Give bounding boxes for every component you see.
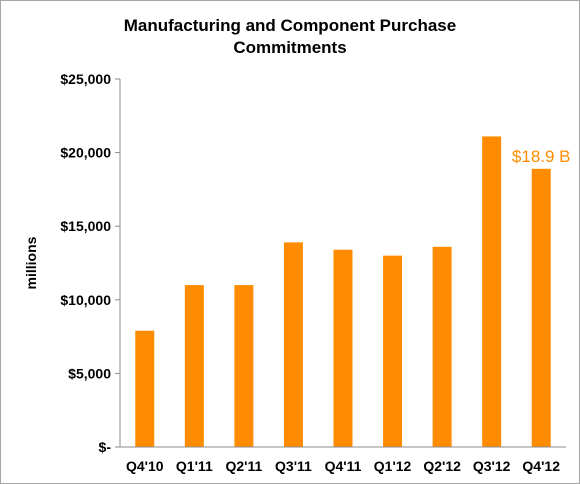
bar [482, 136, 502, 447]
x-tick-label: Q1'11 [176, 458, 213, 474]
x-tick-label: Q1'12 [374, 458, 412, 474]
x-tick-label: Q2'12 [423, 458, 461, 474]
bars [135, 136, 551, 448]
y-axis-label: millions [23, 236, 39, 289]
x-tick-label: Q4'11 [325, 458, 362, 474]
bar [234, 285, 254, 447]
x-tick-label: Q2'11 [225, 458, 262, 474]
bar [135, 330, 155, 447]
bar [333, 249, 353, 447]
y-tick-label: $5,000 [68, 365, 111, 381]
y-tick-label: $10,000 [60, 292, 111, 308]
chart-title-line-1: Manufacturing and Component Purchase [123, 16, 457, 35]
bar [432, 246, 452, 447]
bar [531, 168, 551, 448]
y-axis-ticks: $- $5,000 $10,000 $15,000 $20,000 $25,000 [60, 71, 120, 455]
bar [283, 242, 303, 447]
x-tick-label: Q4'10 [126, 458, 164, 474]
chart-title: Manufacturing and Component Purchase Com… [1, 15, 579, 59]
bar [184, 285, 204, 447]
y-tick-label: $15,000 [60, 218, 111, 234]
x-axis-tick-labels: Q4'10 Q1'11 Q2'11 Q3'11 Q4'11 Q1'12 Q2'12 Q3'12… [126, 458, 560, 474]
x-tick-label: Q4'12 [522, 458, 560, 474]
y-tick-label: $- [99, 439, 112, 455]
bar-annotation: $18.9 B [512, 147, 571, 166]
x-tick-label: Q3'11 [275, 458, 312, 474]
y-tick-label: $20,000 [60, 145, 111, 161]
x-tick-label: Q3'12 [473, 458, 511, 474]
bar [383, 255, 403, 447]
chart-title-line-2: Commitments [233, 38, 347, 57]
y-tick-label: $25,000 [60, 71, 111, 87]
